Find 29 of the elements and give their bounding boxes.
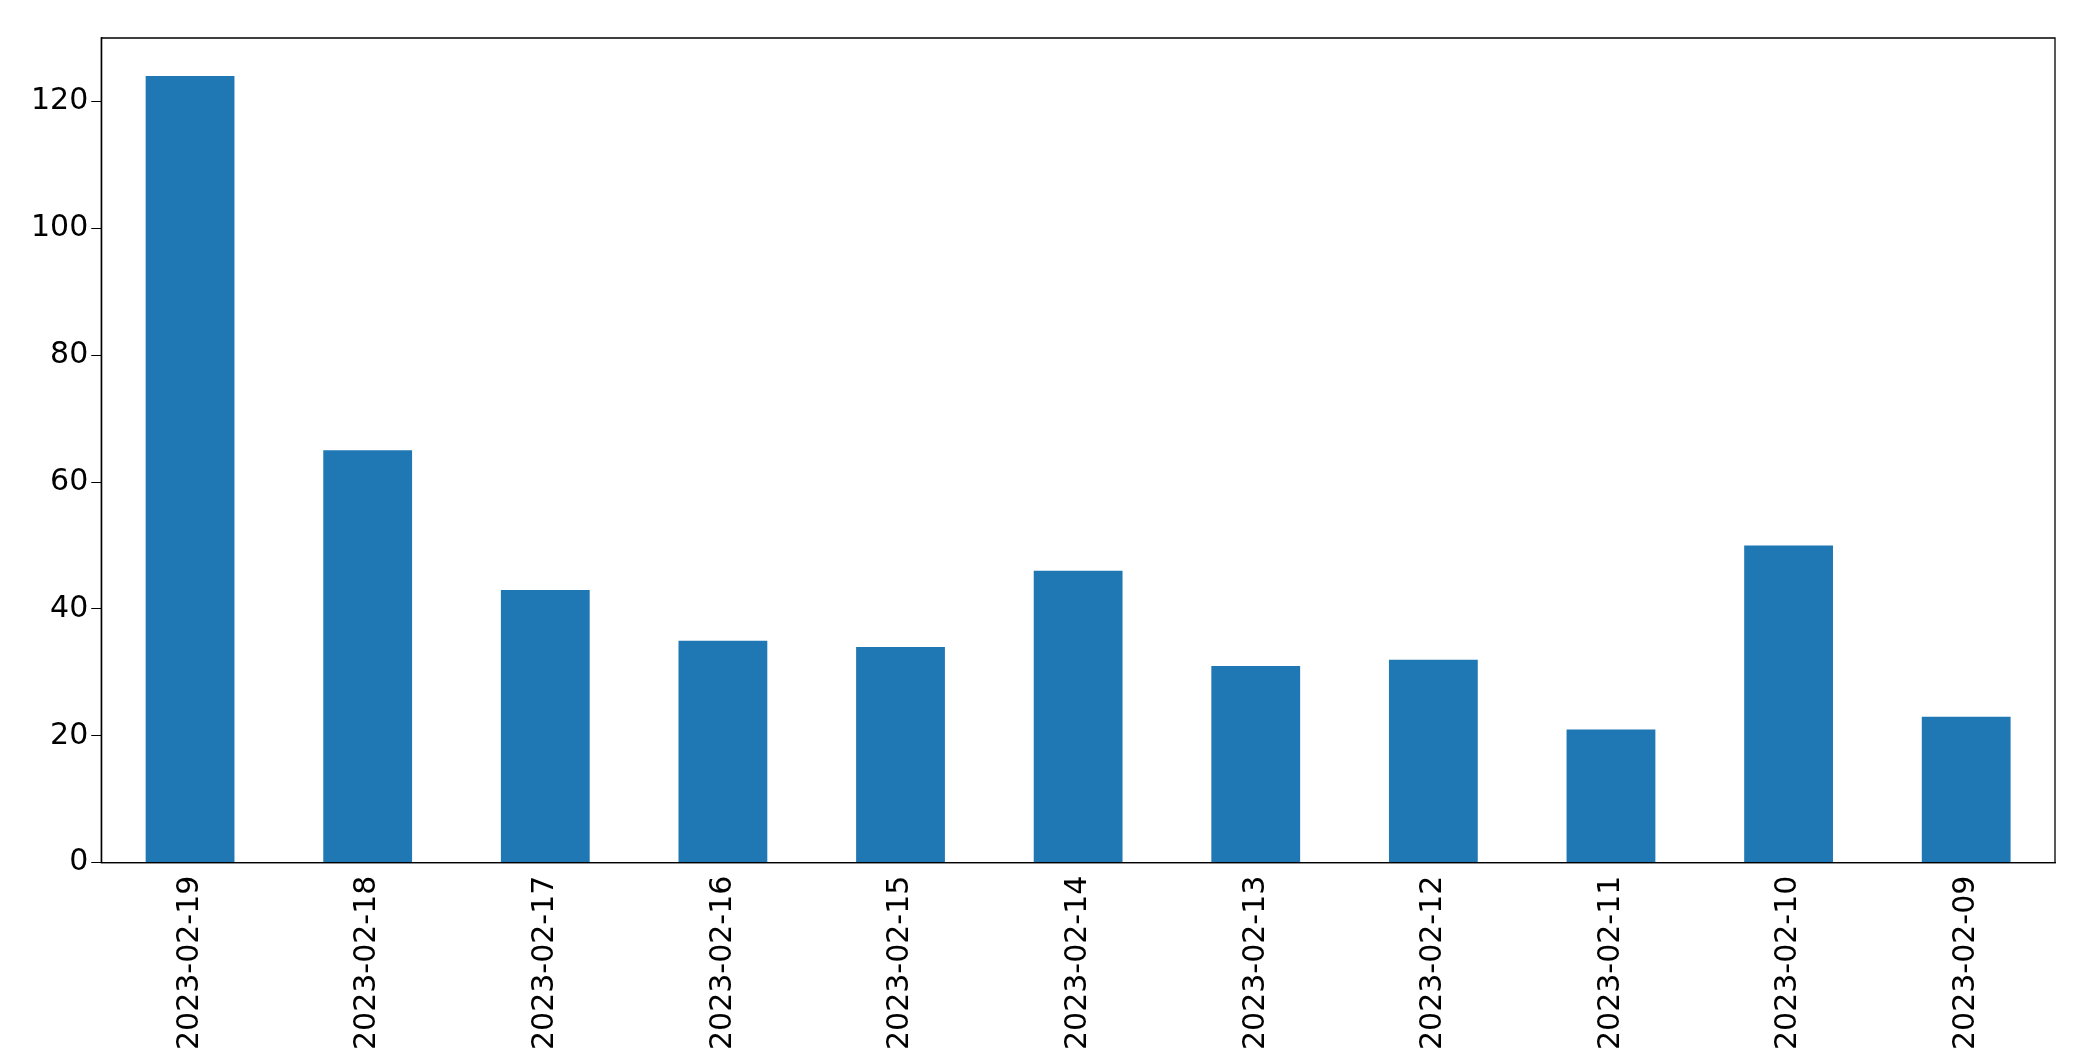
x-tick-label: 2023-02-19 (169, 875, 205, 1051)
x-tick-label: 2023-02-11 (1590, 875, 1626, 1051)
bar (856, 646, 945, 863)
bar (678, 640, 768, 863)
x-tick-label: 2023-02-09 (1945, 875, 1981, 1051)
x-tick-label: 2023-02-17 (525, 875, 561, 1051)
bar (1388, 659, 1478, 863)
bar (1921, 716, 2011, 863)
bar (500, 589, 590, 863)
bar (323, 450, 413, 863)
y-tick-label: 100 (31, 208, 89, 244)
y-tick-label: 60 (50, 461, 89, 497)
x-tick-label: 2023-02-14 (1057, 875, 1093, 1051)
y-tick-label: 120 (31, 81, 89, 117)
x-tick-label: 2023-02-18 (347, 875, 383, 1051)
x-tick-label: 2023-02-13 (1235, 875, 1271, 1051)
x-tick-label: 2023-02-12 (1413, 875, 1449, 1051)
y-tick-label: 40 (50, 588, 89, 624)
y-tick-label: 20 (50, 715, 89, 751)
bar (1744, 545, 1833, 863)
bar (145, 76, 235, 863)
y-tick-label: 0 (69, 842, 89, 878)
bar (1211, 666, 1301, 863)
x-tick-label: 2023-02-10 (1768, 875, 1804, 1051)
x-tick-label: 2023-02-16 (702, 875, 738, 1051)
bar (1033, 570, 1123, 863)
x-tick-label: 2023-02-15 (880, 875, 916, 1051)
y-tick-label: 80 (50, 334, 89, 370)
bar (1566, 729, 1656, 863)
